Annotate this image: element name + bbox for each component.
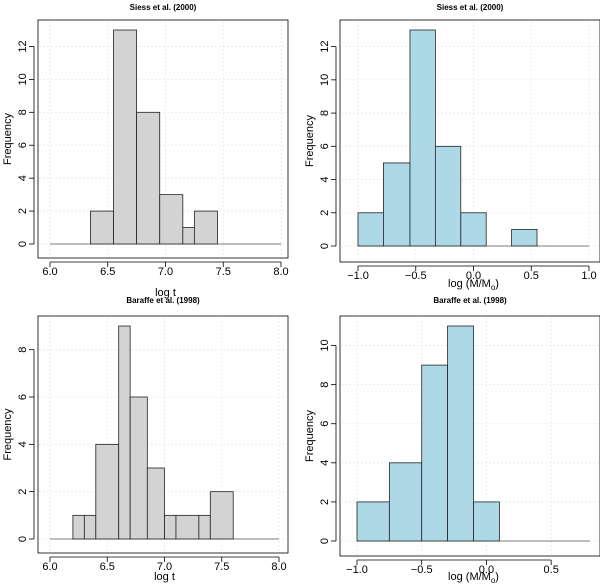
panel-3: 6.0 6.5 7.0 7.5 8.0 0 2 4 6 8 Baraffe et al. (1998…: [2, 296, 289, 583]
histogram-bar: [146, 467, 165, 540]
histogram-bar: [136, 111, 161, 245]
histogram-bar: [409, 29, 436, 247]
y-tick-label: 10: [17, 73, 29, 85]
histogram-bar: [193, 210, 218, 245]
histogram-bar: [209, 491, 234, 540]
y-tick-label: 2: [17, 489, 29, 495]
histogram-bar: [118, 325, 131, 540]
x-axis-label: log (M/Mo): [448, 571, 499, 584]
y-tick-label: 6: [319, 421, 331, 427]
x-tick-label: −0.5: [411, 564, 433, 576]
y-tick-label: 4: [319, 176, 331, 182]
x-tick-label: 7.5: [214, 561, 229, 573]
histogram-bar: [95, 443, 120, 540]
x-tick-label: 0.5: [544, 564, 559, 576]
y-tick-label: 4: [17, 441, 29, 447]
panel-2: −1.0 −0.5 0.0 0.5 1.0 0 2 4 6 8 10 12 Siess et al. (…: [304, 3, 600, 292]
histogram-bar: [460, 212, 487, 247]
histogram-bar: [434, 145, 462, 247]
y-tick-label: 10: [319, 74, 331, 86]
plot-frame: [339, 315, 600, 557]
x-tick-label: 8.0: [271, 561, 286, 573]
y-tick-label: 0: [17, 536, 29, 542]
x-tick-label: 0.5: [524, 270, 539, 282]
x-tick-label: −1.0: [347, 270, 369, 282]
panel-title: Siess et al. (2000): [130, 3, 197, 12]
plot-frame: [37, 315, 289, 554]
histogram-bar: [182, 227, 195, 245]
y-tick-label: 4: [319, 460, 331, 466]
plot-frame: [37, 19, 289, 259]
y-tick-label: 0: [319, 538, 331, 544]
histogram-bar: [421, 364, 449, 542]
x-tick-label: 7.0: [158, 266, 173, 278]
y-tick-label: 8: [17, 347, 29, 353]
histogram-bar: [198, 514, 211, 540]
y-axis-label: Frequency: [304, 410, 316, 462]
histogram-bar: [90, 210, 114, 245]
histogram-bar: [175, 514, 200, 540]
histogram-bar: [113, 29, 138, 245]
y-tick-label: 6: [17, 394, 29, 400]
plot-frame: [339, 19, 600, 263]
histogram-bar: [383, 162, 411, 247]
y-axis-label: Frequency: [2, 408, 14, 460]
y-tick-label: 2: [319, 210, 331, 216]
y-tick-label: 6: [17, 142, 29, 148]
x-tick-label: 7.5: [216, 266, 231, 278]
histogram-bar: [164, 514, 177, 540]
panel-title: Baraffe et al. (1998): [126, 296, 200, 305]
x-tick-label: −1.0: [346, 564, 368, 576]
y-tick-label: 0: [17, 241, 29, 247]
histogram-bar: [83, 514, 97, 540]
x-tick-label: 6.0: [42, 266, 57, 278]
x-tick-label: −0.5: [405, 270, 427, 282]
y-tick-label: 12: [319, 40, 331, 52]
x-tick-label: 7.0: [157, 561, 172, 573]
histogram-bar: [473, 501, 500, 542]
x-axis-label: log (M/Mo): [448, 278, 499, 292]
panel-1: 6.0 6.5 7.0 7.5 8.0 0 2 4 6 8 10 12 Siess et al. (20…: [2, 3, 289, 299]
y-axis-label: Frequency: [2, 113, 14, 165]
y-tick-label: 2: [319, 499, 331, 505]
histogram-bar: [447, 325, 474, 542]
y-tick-label: 0: [319, 243, 331, 249]
x-axis-label: log t: [154, 571, 175, 583]
y-axis-label: Frequency: [304, 115, 316, 167]
histogram-bar: [511, 228, 538, 247]
panel-title: Baraffe et al. (1998): [433, 296, 507, 305]
x-tick-label: 6.5: [100, 266, 115, 278]
histogram-bar: [356, 501, 390, 542]
y-tick-label: 8: [17, 109, 29, 115]
panel-title: Siess et al. (2000): [437, 3, 504, 12]
y-tick-label: 2: [17, 208, 29, 214]
histogram-bar: [357, 212, 384, 247]
x-tick-label: 6.5: [100, 561, 115, 573]
y-tick-label: 4: [17, 175, 29, 181]
x-tick-label: 1.0: [581, 270, 596, 282]
y-tick-label: 8: [319, 110, 331, 116]
panel-4: −1.0 −0.5 0.0 0.5 0 2 4 6 8 10 Baraffe et al. (199…: [304, 296, 600, 584]
x-tick-label: 6.0: [42, 561, 57, 573]
x-tick-label: 0.0: [479, 564, 494, 576]
x-tick-label: 0.0: [466, 270, 481, 282]
y-tick-label: 8: [319, 382, 331, 388]
y-tick-label: 6: [319, 143, 331, 149]
histogram-bar: [159, 194, 184, 245]
x-tick-label: 8.0: [273, 266, 288, 278]
histogram-bar: [388, 462, 423, 542]
x-axis-label: log t: [155, 287, 176, 299]
y-tick-label: 10: [319, 339, 331, 351]
histogram-bar: [129, 396, 148, 540]
histogram-bar: [72, 514, 85, 540]
y-tick-label: 12: [17, 40, 29, 52]
